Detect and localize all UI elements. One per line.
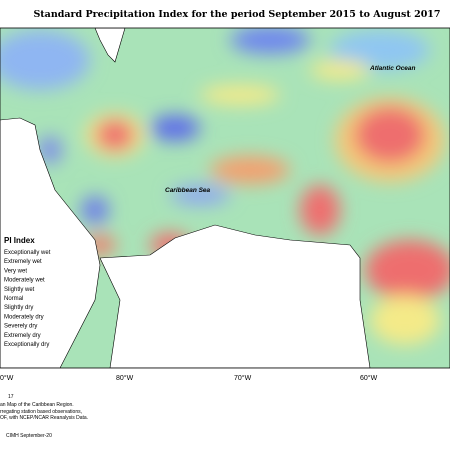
longitude-label: 60°W — [360, 374, 378, 382]
longitude-label: 0°W — [0, 374, 14, 382]
legend-item: Extremely dry — [4, 333, 41, 339]
legend-item: Very wet — [4, 268, 27, 274]
legend-title: PI Index — [4, 236, 35, 245]
legend-item: Severely dry — [4, 324, 37, 330]
note: rregating station based observations, — [0, 409, 82, 415]
legend-item: Extremely wet — [4, 259, 42, 265]
legend-item: Exceptionally wet — [4, 250, 51, 256]
note: CIMH September-20 — [6, 433, 52, 439]
notes: 17 an Map of the Caribbean Region.rregati… — [0, 394, 88, 439]
legend-item: Exceptionally dry — [4, 342, 49, 348]
map-frame — [0, 27, 450, 369]
note: 17 — [8, 394, 14, 400]
longitude-label: 70°W — [234, 374, 252, 382]
longitude-labels: 0°W 80°W 70°W 60°W — [0, 374, 378, 382]
map-title: Standard Precipitation Index for the per… — [33, 9, 440, 20]
legend: Exceptionally wet Extremely wet Very wet Mo… — [4, 250, 51, 348]
legend-item: Moderately wet — [4, 278, 45, 284]
longitude-label: 80°W — [116, 374, 134, 382]
spi-field — [0, 28, 450, 368]
legend-item: Moderately dry — [4, 314, 44, 320]
ocean-label: Atlantic Ocean — [369, 65, 416, 72]
note: an Map of the Caribbean Region. — [0, 402, 74, 408]
sea-label: Caribbean Sea — [165, 187, 211, 194]
note: OF, with NCEP/NCAR Reanalysis Data. — [0, 415, 88, 421]
legend-item: Normal — [4, 296, 23, 302]
legend-item: Slightly wet — [4, 287, 35, 293]
legend-item: Slightly dry — [4, 305, 33, 311]
